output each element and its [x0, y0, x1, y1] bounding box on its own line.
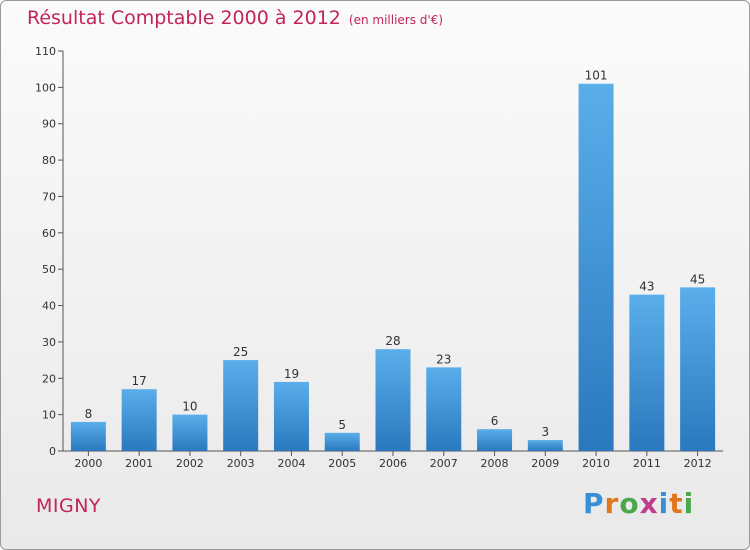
y-tick-label: 80 [42, 154, 56, 167]
logo-letter: i [658, 487, 670, 520]
bar [375, 349, 411, 451]
logo-letter: t [669, 487, 684, 520]
bar [172, 414, 208, 451]
logo-letter: o [619, 487, 640, 520]
logo-letter: x [639, 487, 659, 520]
y-tick-label: 70 [42, 190, 56, 203]
bar [324, 432, 360, 451]
bar-value-label: 101 [585, 69, 608, 83]
x-tick-label: 2010 [582, 457, 610, 470]
bar [578, 83, 614, 452]
bar-value-label: 19 [284, 367, 299, 381]
bar-value-label: 43 [639, 280, 654, 294]
bar-value-label: 17 [132, 374, 147, 388]
y-tick-label: 0 [49, 445, 56, 458]
y-tick-label: 30 [42, 336, 56, 349]
bar [527, 440, 563, 451]
bar-value-label: 8 [85, 407, 93, 421]
commune-name: MIGNY [36, 495, 102, 517]
x-tick-label: 2007 [430, 457, 458, 470]
bar [629, 294, 665, 451]
y-tick-label: 100 [35, 81, 56, 94]
bar-value-label: 3 [541, 425, 549, 439]
x-tick-label: 2006 [379, 457, 407, 470]
x-tick-label: 2005 [328, 457, 356, 470]
bar [426, 367, 462, 451]
bar-value-label: 10 [182, 400, 197, 414]
y-tick-label: 10 [42, 409, 56, 422]
bar [223, 360, 259, 451]
x-tick-label: 2004 [277, 457, 305, 470]
bar-value-label: 45 [690, 272, 705, 286]
y-tick-label: 20 [42, 372, 56, 385]
bar-value-label: 6 [491, 414, 499, 428]
proxiti-logo: Proxiti [583, 487, 694, 520]
bar-value-label: 25 [233, 345, 248, 359]
logo-letter: i [683, 487, 695, 520]
logo-letter: r [604, 487, 620, 520]
x-tick-label: 2008 [481, 457, 509, 470]
x-tick-label: 2009 [531, 457, 559, 470]
bar [70, 421, 106, 451]
chart-subtitle: (en milliers d'€) [348, 13, 444, 27]
bar [273, 381, 309, 451]
bar [680, 287, 716, 451]
bar-value-label: 23 [436, 352, 451, 366]
bar [121, 389, 157, 451]
x-tick-label: 2012 [684, 457, 712, 470]
y-tick-label: 110 [35, 45, 56, 58]
chart-title: Résultat Comptable 2000 à 2012 (en millie… [27, 7, 443, 29]
y-tick-label: 60 [42, 227, 56, 240]
bar [477, 429, 513, 451]
bar-value-label: 28 [385, 334, 400, 348]
x-tick-label: 2003 [227, 457, 255, 470]
x-tick-label: 2002 [176, 457, 204, 470]
chart-title-text: Résultat Comptable 2000 à 2012 [27, 7, 341, 29]
x-tick-label: 2011 [633, 457, 661, 470]
x-tick-label: 2000 [74, 457, 102, 470]
bar-value-label: 5 [338, 418, 346, 432]
y-tick-label: 40 [42, 300, 56, 313]
y-tick-label: 50 [42, 263, 56, 276]
logo-letter: P [583, 487, 605, 520]
x-tick-label: 2001 [125, 457, 153, 470]
y-tick-label: 90 [42, 118, 56, 131]
